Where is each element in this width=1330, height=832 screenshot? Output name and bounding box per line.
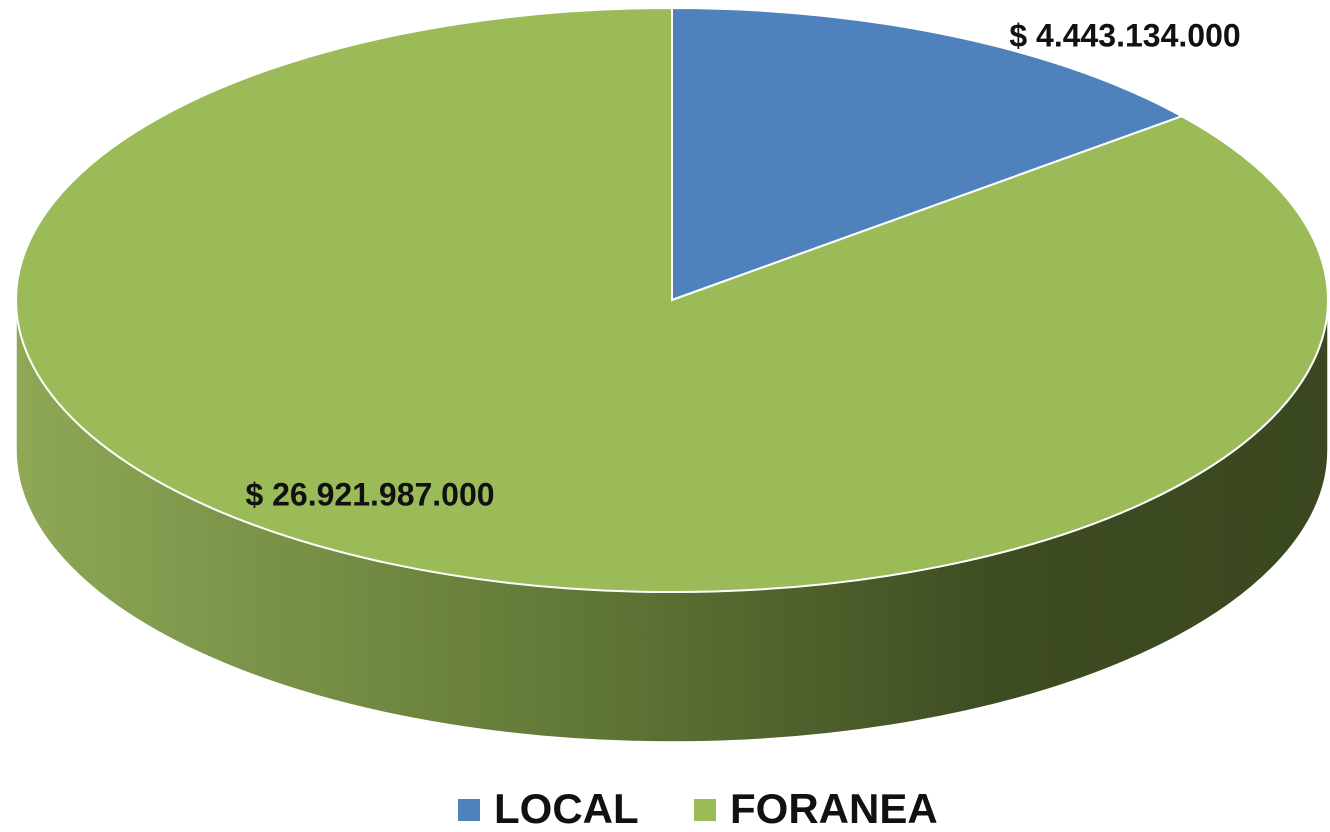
data-label: $ 26.921.987.000 bbox=[245, 476, 494, 512]
pie-slice bbox=[15, 6, 1330, 593]
data-label: $ 4.443.134.000 bbox=[1009, 17, 1240, 53]
pie-slice bbox=[671, 6, 1185, 302]
legend-label: FORANEA bbox=[730, 785, 938, 832]
legend-swatch bbox=[458, 799, 480, 821]
legend-swatch bbox=[694, 799, 716, 821]
legend-label: LOCAL bbox=[494, 785, 639, 832]
